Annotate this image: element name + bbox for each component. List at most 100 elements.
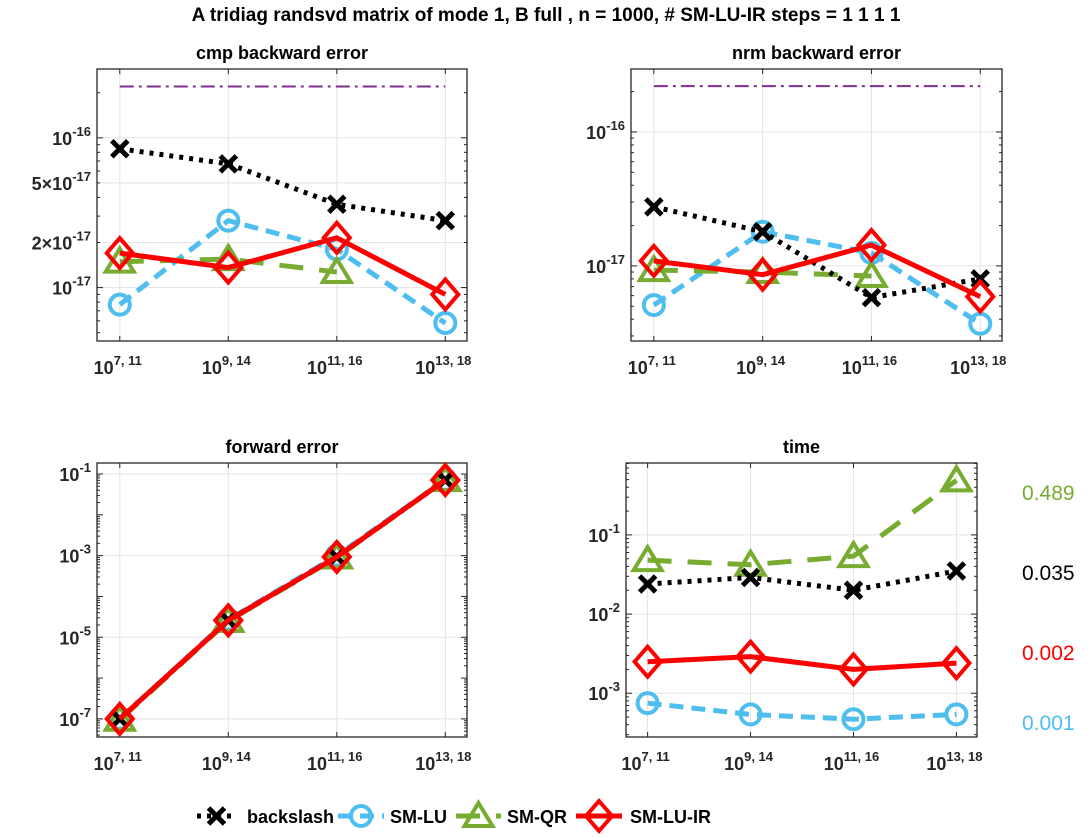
x-tick-label: 1011, 16 (824, 749, 879, 774)
data-point-sm-qr (853, 259, 890, 289)
data-point-sm-lu (641, 293, 666, 318)
data-point-sm-qr (319, 255, 355, 285)
y-tick-label: 10-3 (59, 542, 91, 567)
x-tick-label: 1011, 16 (307, 749, 362, 774)
series-sm-lu-ir (104, 219, 461, 313)
y-tick-label-base: 2×10 (32, 234, 73, 254)
legend-label: SM-LU-IR (630, 807, 711, 827)
data-point-backslash (861, 287, 882, 308)
x-tick-label: 109, 14 (202, 749, 252, 774)
series-line-backslash (119, 146, 446, 224)
data-point-sm-qr (427, 463, 463, 493)
x-tick-label: 1011, 16 (307, 353, 362, 378)
series-line-sm-lu (647, 700, 957, 722)
x-tick-label-base: 10 (628, 358, 648, 378)
legend-marker-backslash (206, 806, 227, 826)
data-point-sm-lu (841, 707, 866, 732)
series-line-sm-lu-ir (118, 478, 447, 721)
time-annotation-backslash: 0.035 (1022, 562, 1075, 585)
legend-label: backslash (247, 807, 334, 827)
series-sm-lu (635, 691, 969, 732)
data-point-sm-lu-ir (321, 219, 353, 256)
x-tick-label: 1013, 18 (415, 749, 471, 774)
legend-item-sm-lu: SM-LU (338, 804, 447, 828)
series-line-sm-lu-ir (647, 654, 957, 672)
legend-marker-sm-lu (349, 804, 373, 828)
time-annotation-sm-lu-ir: 0.002 (1022, 642, 1075, 665)
x-tick-label-exponent: 11, 16 (862, 353, 897, 368)
data-point-backslash (327, 194, 347, 215)
data-point-sm-qr (938, 463, 974, 493)
x-tick-label-exponent: 13, 18 (946, 749, 982, 764)
panel-title: time (783, 437, 820, 457)
axes-box (630, 68, 1003, 342)
y-tick-label-base: 10 (586, 123, 606, 143)
y-tick-label: 10-16 (586, 118, 625, 143)
y-tick-label-base: 10 (59, 547, 79, 567)
data-point-sm-lu (216, 208, 241, 233)
x-tick-label: 107, 11 (621, 749, 669, 774)
x-tick-label-base: 10 (950, 358, 970, 378)
y-tick-label-base: 10 (588, 526, 608, 546)
y-tick-label-base: 10 (588, 684, 608, 704)
y-tick-label-exponent: -2 (608, 600, 620, 615)
y-tick-label: 10-5 (59, 623, 91, 648)
data-point-sm-lu-ir (964, 278, 996, 315)
y-tick-label-exponent: -3 (608, 679, 620, 694)
x-tick-label-base: 10 (926, 754, 946, 774)
series-line-sm-lu (652, 229, 982, 326)
y-tick-label-exponent: -7 (79, 705, 91, 720)
panel-forward-error: 107, 11 109, 14 1011, 16 1013, 1810-110-310… (59, 437, 471, 774)
x-tick-label-exponent: 7, 11 (648, 353, 676, 368)
y-tick-label-exponent: -5 (79, 623, 91, 638)
y-tick-label-exponent: -17 (606, 252, 625, 267)
data-point-sm-qr (319, 540, 355, 570)
data-point-sm-qr (210, 604, 246, 634)
time-annotation-sm-qr: 0.489 (1022, 482, 1075, 505)
panel-cmp-backward-error: 107, 11 109, 14 1011, 16 1013, 1810-165×10-… (32, 43, 472, 378)
x-tick-label: 1013, 18 (415, 353, 471, 378)
data-point-backslash (218, 154, 239, 174)
y-tick-label-base: 10 (588, 605, 608, 625)
y-tick-label: 5×10-17 (32, 169, 91, 194)
y-tick-label-base: 5×10 (32, 174, 73, 194)
legend-item-backslash: backslash (197, 806, 334, 827)
series-backslash (110, 138, 456, 231)
axes-box (96, 462, 468, 738)
data-point-backslash (740, 567, 761, 588)
y-tick-label-exponent: -16 (72, 124, 91, 139)
data-point-sm-qr (835, 539, 872, 569)
panel-title: cmp backward error (196, 43, 368, 63)
legend-item-sm-lu-ir: SM-LU-IR (576, 797, 711, 835)
data-point-sm-lu-ir (429, 276, 461, 313)
panel-time: 107, 11 109, 14 1011, 16 1013, 1810-110-210… (588, 437, 1074, 774)
series-backslash (637, 561, 967, 601)
x-tick-label-exponent: 11, 16 (327, 353, 362, 368)
legend-item-sm-qr: SM-QR (456, 799, 567, 828)
series-sm-lu-ir (104, 462, 461, 737)
y-tick-label-exponent: -1 (608, 521, 620, 536)
data-point-sm-lu-ir (104, 235, 136, 272)
series-line-sm-qr (653, 267, 872, 279)
x-tick-label-base: 10 (824, 754, 844, 774)
y-tick-label: 10-17 (52, 274, 91, 299)
panel-title: nrm backward error (732, 43, 901, 63)
y-tick-label: 10-1 (588, 521, 620, 546)
x-tick-label-base: 10 (724, 754, 744, 774)
data-point-sm-lu (433, 311, 458, 336)
x-tick-label-base: 10 (736, 358, 756, 378)
plot-area (631, 69, 1002, 341)
data-point-backslash (752, 221, 773, 242)
legend-marker-sm-qr (460, 799, 497, 828)
data-point-backslash (637, 574, 658, 594)
legend-label: SM-LU (390, 807, 447, 827)
x-tick-label: 107, 11 (94, 353, 142, 378)
x-tick-label-exponent: 11, 16 (844, 749, 879, 764)
data-point-sm-lu-ir (746, 256, 779, 293)
legend: backslash SM-LU SM-QR SM-LU-IR (197, 797, 711, 835)
data-point-sm-lu (107, 292, 132, 317)
axes-box (96, 68, 468, 342)
x-tick-label: 109, 14 (202, 353, 252, 378)
x-tick-label-exponent: 13, 18 (435, 749, 471, 764)
